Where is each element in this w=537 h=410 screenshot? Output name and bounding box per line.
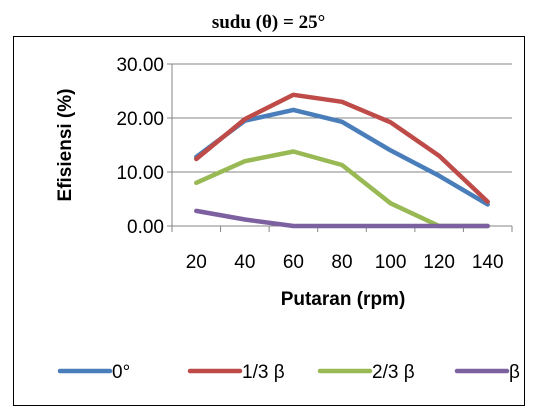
x-tick-label: 40 xyxy=(234,252,255,273)
chart-title: sudu (θ) = 25° xyxy=(211,12,326,33)
legend: 0° 1/3 β 2/3 β β xyxy=(57,362,520,383)
axes: 0.00 10.00 20.00 30.00 20 40 60 80 100 120 140 xyxy=(116,55,513,273)
series-lines xyxy=(194,92,490,229)
x-axis-title: Putaran (rpm) xyxy=(281,289,406,310)
y-tick-label: 10.00 xyxy=(116,163,164,184)
y-tick-label: 20.00 xyxy=(116,109,164,130)
gridlines xyxy=(172,63,512,173)
chart-frame xyxy=(13,36,525,406)
legend-label: β xyxy=(509,362,520,383)
legend-label: 0° xyxy=(112,362,130,383)
legend-label: 2/3 β xyxy=(372,362,415,383)
legend-label: 1/3 β xyxy=(242,362,285,383)
x-tick-label: 120 xyxy=(423,252,455,273)
y-axis-title: Efisiensi (%) xyxy=(55,89,76,202)
x-tick-label: 60 xyxy=(283,252,304,273)
x-tick-label: 20 xyxy=(186,252,207,273)
x-tick-label: 140 xyxy=(472,252,504,273)
x-tick-label: 80 xyxy=(331,252,352,273)
y-tick-label: 0.00 xyxy=(127,217,164,238)
series-line xyxy=(194,208,490,229)
y-tick-label: 30.00 xyxy=(116,55,164,76)
x-tick-label: 100 xyxy=(375,252,407,273)
series-line xyxy=(194,92,490,204)
